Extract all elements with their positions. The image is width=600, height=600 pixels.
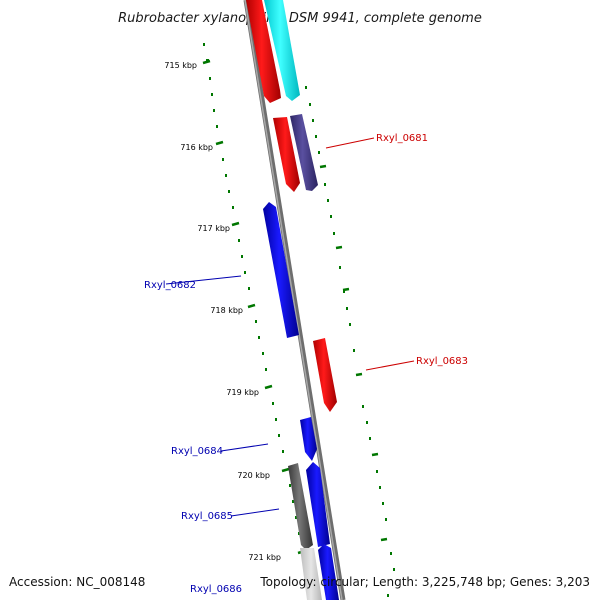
ruler-tick-labels: 715 kbp 716 kbp 717 kbp 718 kbp 719 kbp …	[164, 61, 281, 562]
gene-feature-red-0681	[273, 117, 300, 192]
gene-label-rxyl-0684: Rxyl_0684	[171, 446, 223, 457]
gene-label-rxyl-0685: Rxyl_0685	[181, 511, 233, 522]
ruler-outer-major-ticks	[319, 164, 388, 542]
gene-feature-purple	[290, 114, 318, 191]
tick-label-720: 720 kbp	[237, 471, 270, 480]
tick-label-716: 716 kbp	[180, 143, 213, 152]
gene-label-rxyl-0681: Rxyl_0681	[376, 133, 428, 144]
tick-label-719: 719 kbp	[226, 388, 259, 397]
gene-leader-lines	[165, 137, 415, 517]
gene-feature-cyan	[264, 0, 300, 101]
gene-features	[246, 0, 339, 600]
gene-feature-red-0683	[313, 338, 337, 412]
ruler-major-ticks	[202, 59, 306, 555]
gene-feature-lightgray	[300, 548, 322, 600]
tick-label-721: 721 kbp	[248, 553, 281, 562]
gene-label-rxyl-0686: Rxyl_0686	[190, 584, 242, 595]
ruler-outer	[305, 86, 395, 597]
tick-label-718: 718 kbp	[210, 306, 243, 315]
gene-label-rxyl-0683: Rxyl_0683	[416, 356, 468, 367]
tick-label-717: 717 kbp	[197, 224, 230, 233]
topology-text: Topology: circular; Length: 3,225,748 bp…	[259, 575, 590, 589]
gene-feature-gray	[288, 463, 313, 550]
gene-feature-blue-0686	[318, 544, 339, 600]
genome-backbone	[243, 0, 346, 600]
ruler-inner-dots	[203, 43, 310, 584]
accession-text: Accession: NC_008148	[9, 575, 145, 589]
tick-label-715: 715 kbp	[164, 61, 197, 70]
gene-label-rxyl-0682: Rxyl_0682	[144, 280, 196, 291]
gene-feature-blue-0685	[306, 462, 330, 547]
genome-title: Rubrobacter xylanophilus DSM 9941, compl…	[118, 11, 482, 26]
gene-feature-red-top	[246, 0, 281, 103]
gene-labels: Rxyl_0681 Rxyl_0682 Rxyl_0683 Rxyl_0684 …	[144, 133, 468, 595]
gene-feature-blue-0684	[300, 417, 317, 461]
gene-feature-blue-0682	[263, 202, 299, 338]
